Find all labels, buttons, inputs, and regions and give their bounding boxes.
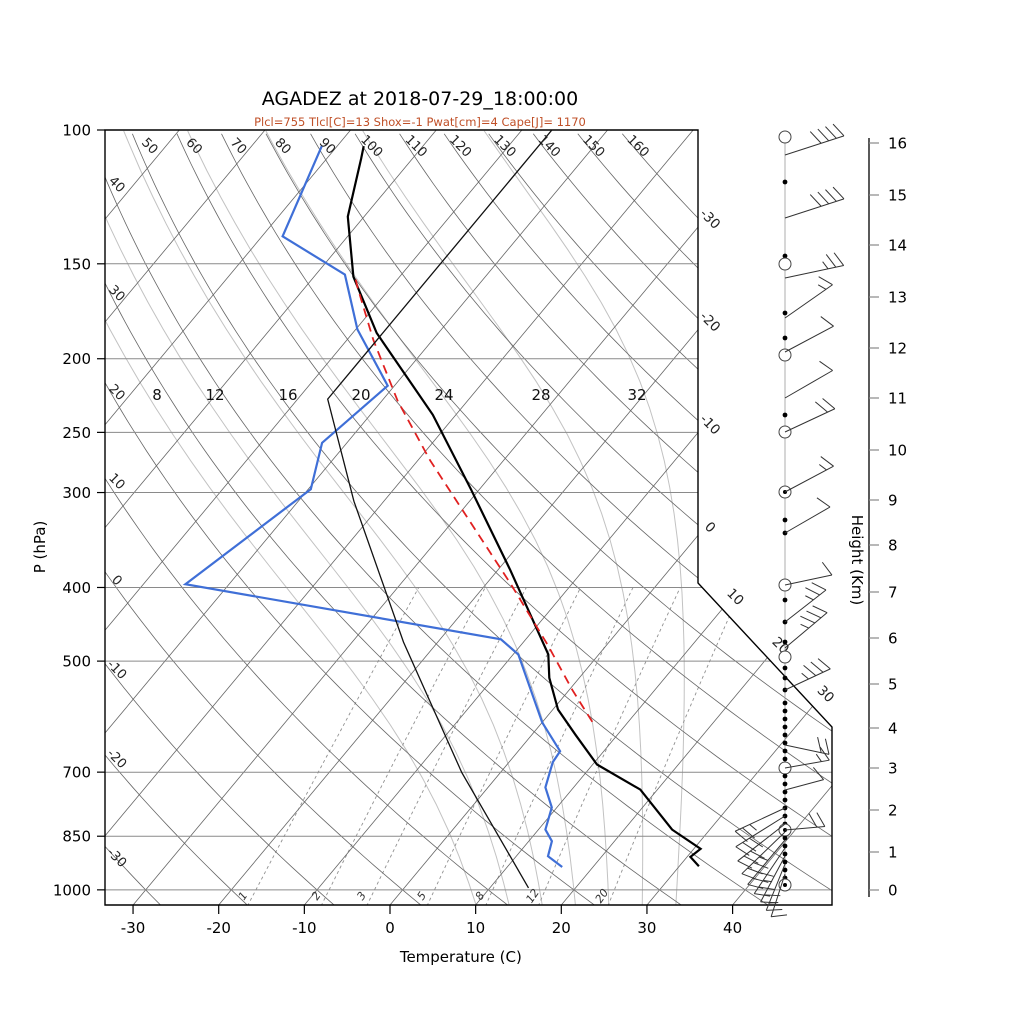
svg-text:250: 250 [62, 424, 91, 442]
svg-text:-10: -10 [696, 411, 723, 438]
isotherms [0, 130, 1024, 905]
svg-text:Height (Km): Height (Km) [848, 515, 866, 606]
svg-text:-20: -20 [104, 746, 130, 772]
svg-text:110: 110 [402, 132, 430, 160]
svg-text:150: 150 [62, 255, 91, 273]
plot-area [0, 130, 1024, 910]
svg-text:16: 16 [278, 386, 297, 404]
svg-text:-10: -10 [292, 919, 317, 937]
dry-adiabats [0, 134, 1024, 906]
svg-text:-30: -30 [696, 206, 723, 233]
svg-text:10: 10 [466, 919, 485, 937]
chart-params-line: Plcl=755 Tlcl[C]=13 Shox=-1 Pwat[cm]=4 C… [0, 115, 840, 129]
svg-text:2: 2 [309, 889, 324, 902]
mixing-ratio-lines [248, 588, 743, 907]
svg-text:16: 16 [888, 135, 907, 153]
svg-text:30: 30 [814, 683, 837, 706]
svg-text:30: 30 [637, 919, 656, 937]
svg-text:13: 13 [888, 289, 907, 307]
svg-text:1: 1 [888, 844, 898, 862]
svg-text:-20: -20 [696, 309, 723, 336]
svg-text:12: 12 [205, 386, 224, 404]
svg-text:-20: -20 [206, 919, 231, 937]
svg-text:P (hPa): P (hPa) [31, 521, 49, 574]
svg-text:300: 300 [62, 484, 91, 502]
wind-barbs [735, 124, 844, 917]
svg-text:5: 5 [414, 889, 429, 902]
svg-text:24: 24 [434, 386, 453, 404]
svg-text:2: 2 [888, 802, 898, 820]
svg-text:40: 40 [723, 919, 742, 937]
svg-text:10: 10 [723, 586, 746, 609]
svg-text:500: 500 [62, 653, 91, 671]
svg-text:70: 70 [227, 135, 249, 157]
svg-text:10: 10 [105, 471, 127, 493]
svg-text:11: 11 [888, 390, 907, 408]
svg-text:400: 400 [62, 579, 91, 597]
svg-text:160: 160 [624, 132, 652, 160]
svg-text:20: 20 [552, 919, 571, 937]
svg-text:20: 20 [105, 382, 127, 404]
svg-text:Temperature (C): Temperature (C) [399, 948, 522, 966]
svg-text:0: 0 [701, 519, 718, 536]
svg-text:0: 0 [385, 919, 395, 937]
svg-text:40: 40 [105, 174, 127, 196]
moist-adiabats [26, 131, 685, 910]
svg-text:700: 700 [62, 764, 91, 782]
svg-text:10: 10 [888, 442, 907, 460]
svg-text:20: 20 [351, 386, 370, 404]
temperature-trace [348, 146, 701, 866]
svg-text:-30: -30 [121, 919, 146, 937]
svg-text:9: 9 [888, 492, 898, 510]
svg-text:850: 850 [62, 828, 91, 846]
svg-text:15: 15 [888, 187, 907, 205]
svg-text:7: 7 [888, 584, 898, 602]
svg-text:150: 150 [579, 132, 607, 160]
svg-text:8: 8 [888, 537, 898, 555]
pressure-gridlines [105, 130, 832, 890]
svg-text:130: 130 [490, 132, 518, 160]
chart-title: AGADEZ at 2018-07-29_18:00:00 [0, 88, 840, 110]
svg-text:1000: 1000 [53, 881, 91, 899]
svg-text:14: 14 [888, 237, 907, 255]
svg-text:200: 200 [62, 350, 91, 368]
svg-text:5: 5 [888, 676, 898, 694]
svg-text:140: 140 [535, 132, 563, 160]
svg-text:1: 1 [236, 889, 251, 902]
svg-text:28: 28 [531, 386, 550, 404]
svg-text:8: 8 [152, 386, 162, 404]
svg-text:80: 80 [271, 135, 293, 157]
svg-text:32: 32 [627, 386, 646, 404]
svg-text:12: 12 [888, 340, 907, 358]
svg-text:4: 4 [888, 720, 898, 738]
svg-text:60: 60 [183, 135, 205, 157]
svg-text:30: 30 [105, 283, 127, 305]
svg-text:3: 3 [888, 760, 898, 778]
svg-text:3: 3 [354, 889, 369, 902]
svg-text:0: 0 [108, 573, 124, 589]
svg-text:0: 0 [888, 882, 898, 900]
svg-text:6: 6 [888, 630, 898, 648]
sounding-traces [185, 130, 700, 888]
svg-text:120: 120 [446, 132, 474, 160]
plot-frame [105, 130, 832, 905]
dewpoint-trace [185, 146, 562, 867]
